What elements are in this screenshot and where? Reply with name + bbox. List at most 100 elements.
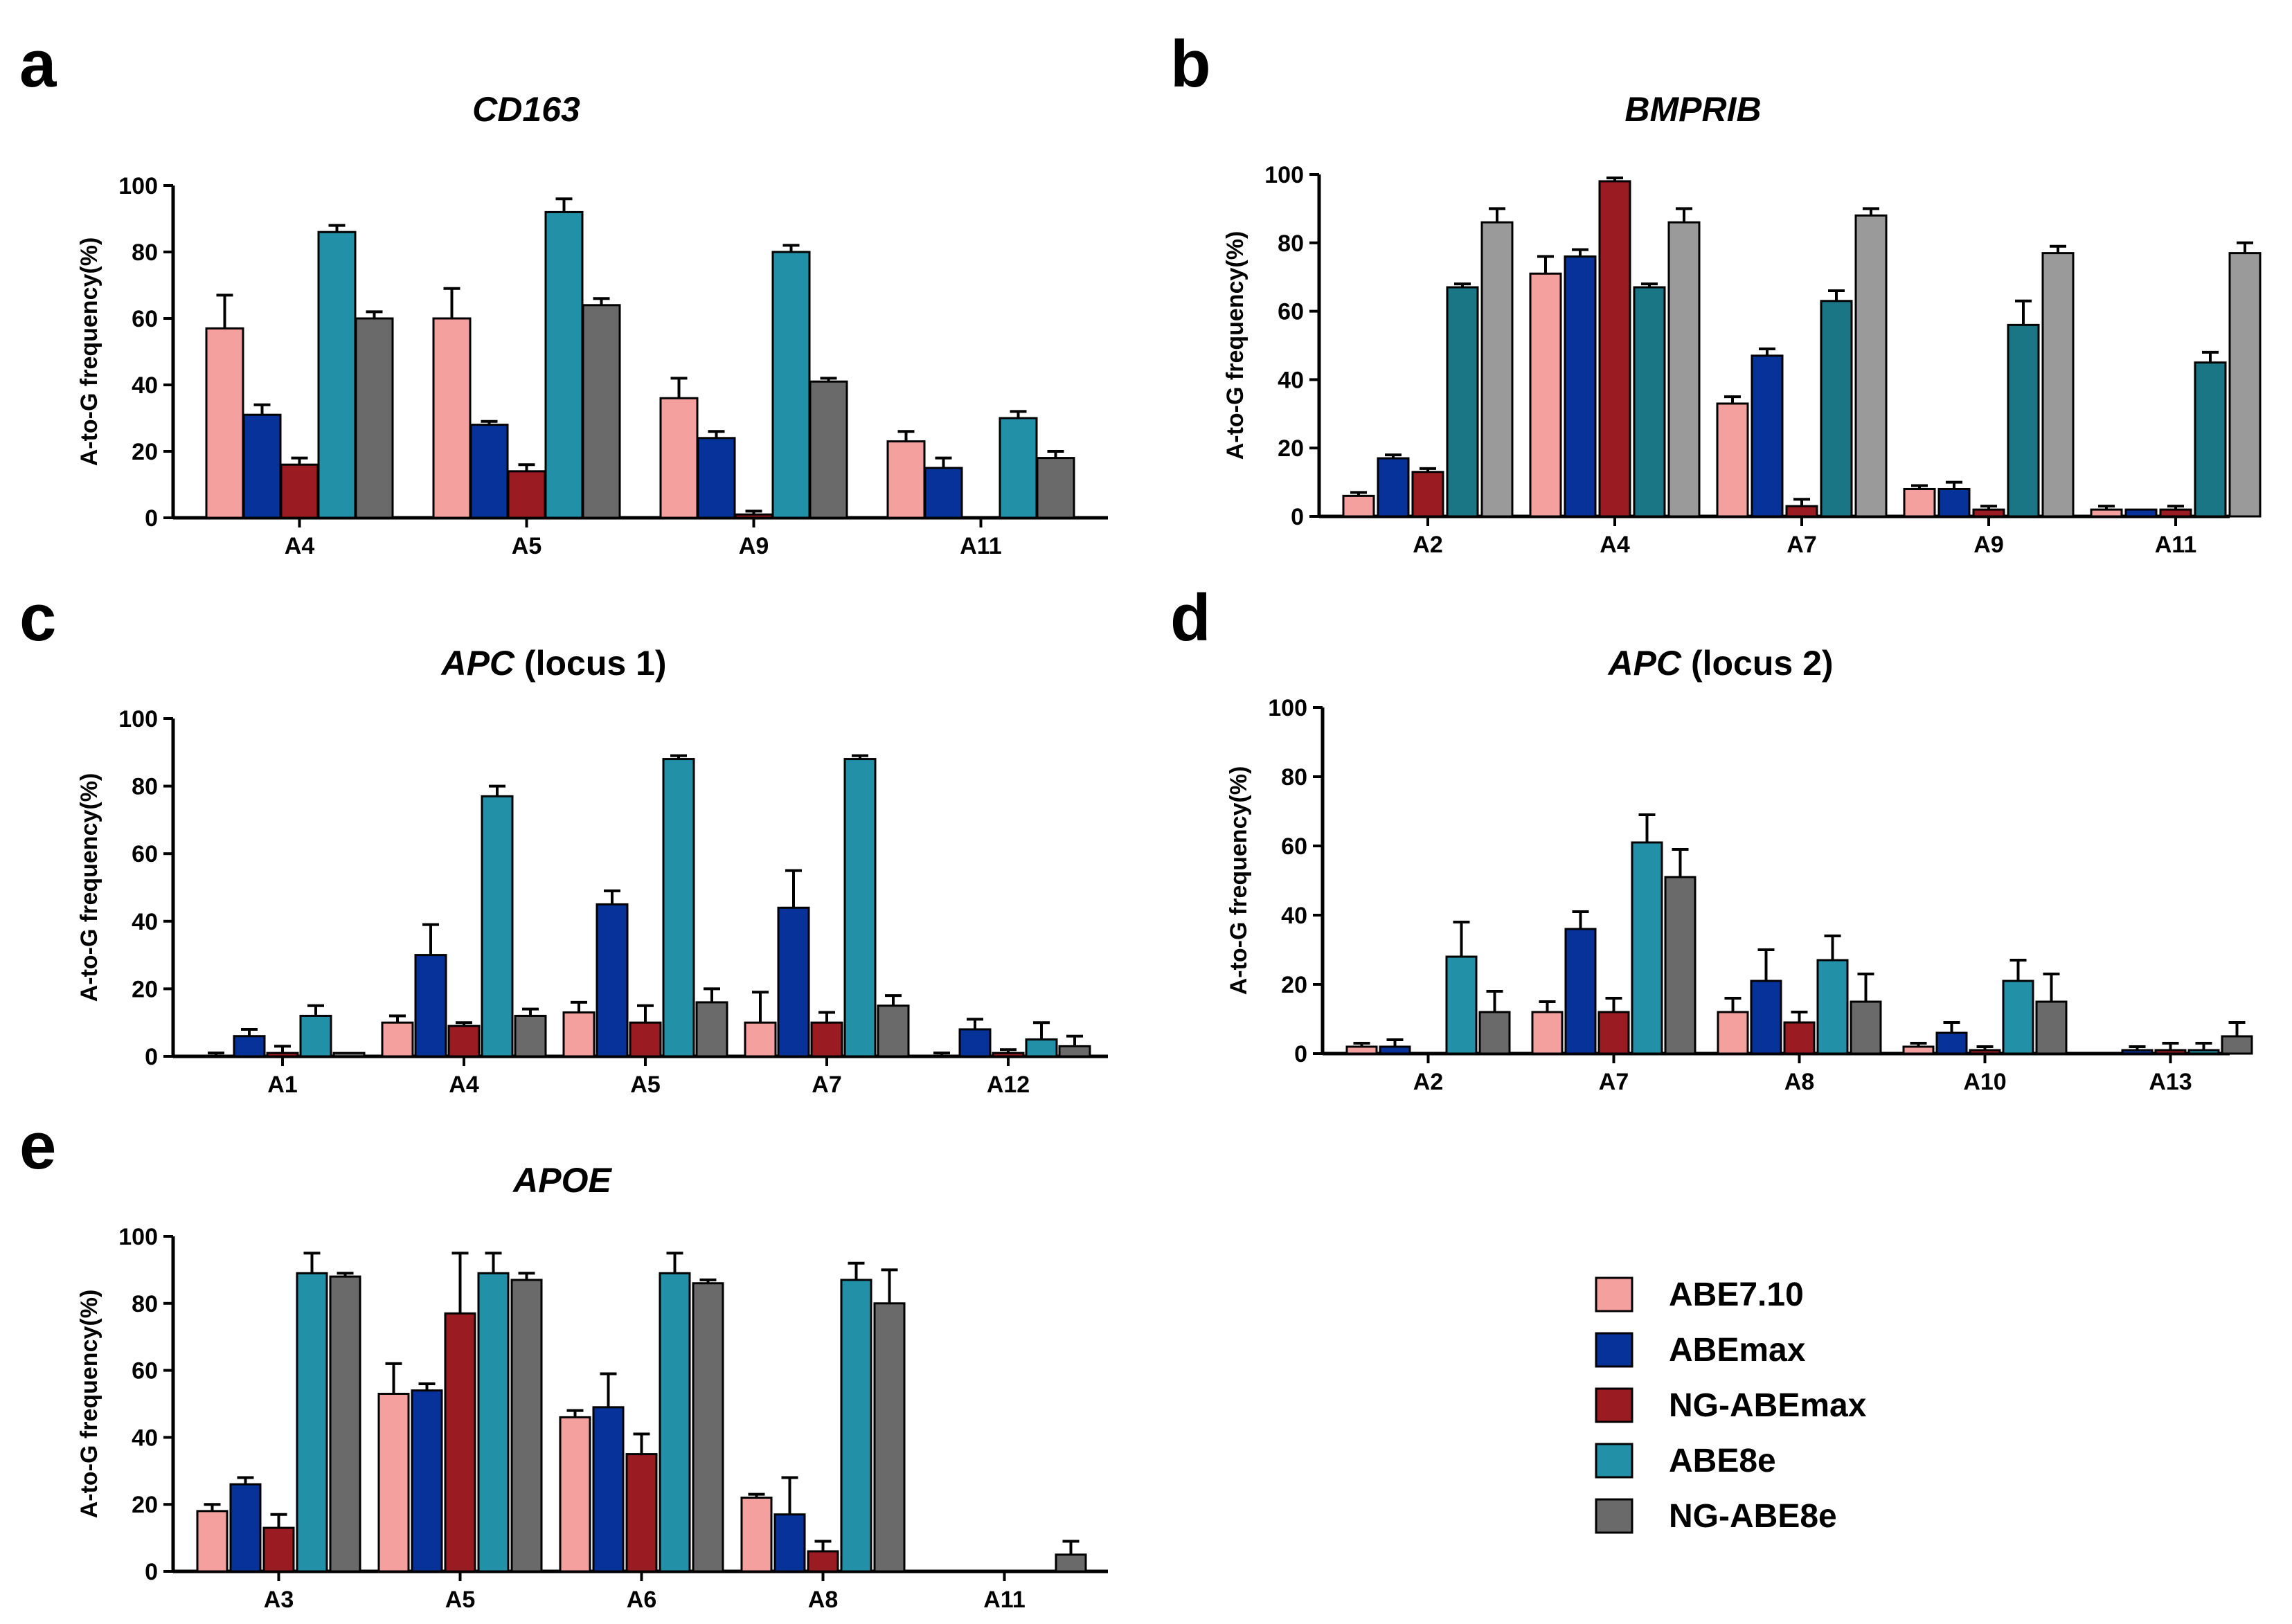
bar-NG-ABE8e-A6 (692, 1282, 724, 1573)
chart-panel-c: c APC (locus 1) A-to-G frequency(%) 0 20 40 60… (19, 581, 1108, 1098)
bar-ABE7.10-A8 (1717, 1011, 1749, 1055)
y-tick-label: 80 (1278, 231, 1304, 257)
bar-NG-ABEmax-A8 (1783, 1021, 1816, 1055)
x-tick-label: A4 (1600, 532, 1630, 558)
bar-ABE8e-A10 (2002, 980, 2034, 1055)
bar-ABE8e-A7 (1820, 300, 1853, 518)
bar-NG-ABE8e-A5 (695, 1001, 728, 1058)
y-tick-label: 20 (132, 976, 158, 1002)
bar-NG-ABEmax-A7 (1597, 1011, 1630, 1055)
chart-title-e: APOE (512, 1161, 612, 1200)
bar-ABE7.10-A5 (432, 317, 472, 519)
bar-ABE7.10-A10 (1902, 1045, 1935, 1055)
legend-swatch-ABE8e (1595, 1443, 1633, 1479)
y-axis-label: A-to-G frequency(%) (1222, 231, 1248, 460)
bar-ABE7.10-A5 (377, 1392, 410, 1573)
x-tick-label: A8 (1784, 1069, 1814, 1095)
bar-ABEmax-A1 (233, 1035, 266, 1058)
chart-panel-d: d APC (locus 2) A-to-G frequency(%) 0 20 40 60… (1170, 581, 2253, 1095)
x-tick-label: A5 (630, 1072, 660, 1098)
bar-NG-ABEmax-A8 (807, 1550, 839, 1573)
bar-ABE7.10-A7 (1531, 1011, 1564, 1055)
bar-NG-ABEmax-A4 (447, 1025, 481, 1058)
bar-ABEmax-A7 (777, 906, 810, 1058)
chart-title-a: CD163 (472, 90, 580, 129)
legend-swatch-NG-ABE8e (1595, 1498, 1633, 1534)
bar-NG-ABEmax-A4 (280, 463, 319, 519)
legend-label-ABEmax: ABEmax (1669, 1332, 1806, 1369)
bar-ABEmax-A6 (592, 1406, 625, 1573)
chart-title-d: APC (locus 2) (1606, 644, 1833, 683)
bar-ABEmax-A5 (411, 1389, 443, 1573)
bar-ABEmax-A4 (414, 954, 447, 1058)
bar-NG-ABE8e-A11 (2228, 252, 2262, 518)
bar-ABE8e-A1 (299, 1014, 332, 1058)
x-tick-label: A4 (285, 533, 315, 559)
bar-ABEmax-A5 (469, 424, 509, 519)
y-tick-label: 60 (1278, 299, 1304, 325)
bar-ABEmax-A11 (924, 467, 963, 519)
bar-ABE8e-A5 (662, 758, 695, 1058)
y-tick-label: 60 (1281, 833, 1307, 860)
x-tick-label: A6 (627, 1587, 656, 1613)
y-axis-label: A-to-G frequency(%) (76, 1290, 102, 1519)
bar-ABE8e-A3 (296, 1272, 328, 1573)
bar-NG-ABE8e-A5 (510, 1279, 543, 1573)
bar-ABE8e-A2 (1446, 286, 1479, 518)
bar-ABE7.10-A6 (559, 1416, 591, 1573)
bar-NG-ABEmax-A9 (734, 513, 773, 519)
bar-ABE8e-A11 (999, 417, 1038, 519)
y-tick-label: 20 (1281, 972, 1307, 998)
bar-ABE7.10-A9 (1903, 487, 1936, 518)
bar-NG-ABEmax-A11 (2159, 508, 2192, 518)
x-tick-label: A11 (983, 1587, 1026, 1613)
bar-ABE7.10-A3 (196, 1510, 229, 1573)
bar-NG-ABE8e-A7 (1854, 214, 1888, 518)
bar-ABE8e-A7 (1631, 841, 1663, 1055)
bar-ABE8e-A7 (843, 758, 877, 1058)
bar-ABEmax-A9 (697, 437, 736, 519)
bar-ABE7.10-A7 (744, 1021, 777, 1058)
y-tick-label: 80 (132, 1291, 158, 1317)
x-tick-label: A2 (1413, 532, 1442, 558)
legend-label-NG-ABE8e: NG-ABE8e (1669, 1498, 1837, 1535)
panel-label-b: b (1170, 27, 1211, 101)
y-tick-label: 20 (1278, 435, 1304, 462)
bar-NG-ABE8e-A2 (1480, 221, 1514, 518)
bar-NG-ABE8e-A10 (2035, 1000, 2068, 1055)
bar-ABE8e-A5 (477, 1272, 510, 1573)
bar-NG-ABEmax-A5 (629, 1021, 662, 1058)
bar-NG-ABEmax-A7 (1785, 505, 1818, 518)
bar-NG-ABEmax-A3 (262, 1526, 295, 1573)
legend-label-NG-ABEmax: NG-ABEmax (1669, 1387, 1867, 1424)
bar-NG-ABE8e-A8 (1850, 1000, 1882, 1055)
bar-NG-ABE8e-A11 (1036, 457, 1075, 519)
bar-ABE8e-A4 (481, 795, 514, 1058)
bar-ABE8e-A4 (317, 231, 357, 519)
x-tick-label: A7 (1599, 1069, 1629, 1095)
bar-NG-ABE8e-A5 (582, 304, 621, 519)
bar-ABEmax-A3 (229, 1483, 262, 1573)
bar-NG-ABE8e-A3 (329, 1275, 361, 1573)
y-tick-label: 100 (1264, 162, 1304, 188)
bar-ABEmax-A4 (1564, 255, 1597, 518)
bar-NG-ABE8e-A11 (1055, 1553, 1087, 1573)
bar-ABEmax-A7 (1751, 354, 1784, 518)
bar-ABE7.10-A5 (562, 1011, 596, 1058)
legend-label-ABE7.10: ABE7.10 (1669, 1276, 1804, 1313)
bar-ABE8e-A9 (771, 251, 811, 519)
bar-ABEmax-A12 (958, 1028, 992, 1058)
bar-ABEmax-A10 (1935, 1031, 1968, 1055)
bar-ABEmax-A7 (1564, 928, 1597, 1055)
legend-label-ABE8e: ABE8e (1669, 1443, 1776, 1479)
panel-label-e: e (19, 1109, 56, 1183)
bar-NG-ABE8e-A4 (1667, 221, 1701, 518)
bar-ABEmax-A5 (596, 903, 629, 1058)
x-tick-label: A7 (1787, 532, 1816, 558)
bar-NG-ABE8e-A13 (2221, 1035, 2253, 1055)
y-tick-label: 100 (1268, 695, 1307, 721)
bar-NG-ABEmax-A10 (1969, 1049, 2001, 1055)
bar-NG-ABEmax-A12 (992, 1052, 1025, 1058)
x-tick-label: A10 (1963, 1069, 2006, 1095)
